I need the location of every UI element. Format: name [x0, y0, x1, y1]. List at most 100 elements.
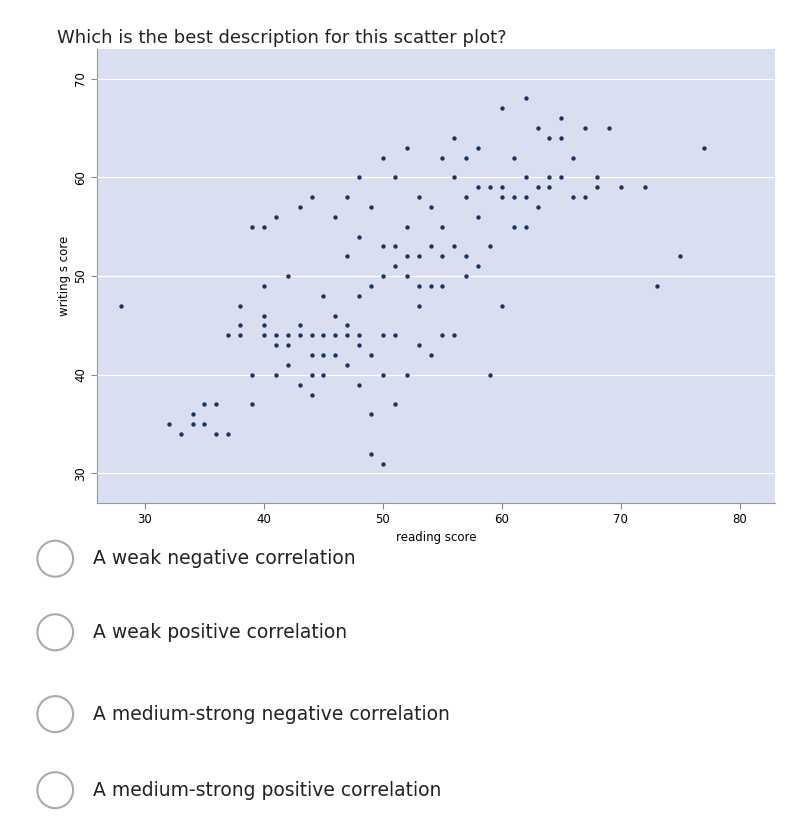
- Point: [447, 171, 460, 184]
- Point: [483, 240, 496, 253]
- Point: [245, 398, 258, 411]
- Point: [530, 200, 543, 213]
- Point: [352, 171, 365, 184]
- Point: [566, 191, 579, 204]
- Point: [316, 368, 329, 381]
- Point: [554, 111, 567, 124]
- Point: [412, 299, 425, 312]
- Point: [352, 339, 365, 352]
- Point: [198, 417, 211, 430]
- Point: [578, 191, 591, 204]
- Point: [257, 319, 270, 332]
- Point: [495, 101, 508, 115]
- Point: [293, 319, 306, 332]
- Point: [305, 388, 318, 401]
- Point: [459, 151, 472, 164]
- Point: [234, 299, 247, 312]
- Point: [673, 249, 686, 263]
- Point: [697, 142, 710, 155]
- Point: [400, 220, 413, 233]
- Point: [328, 329, 341, 342]
- Point: [364, 407, 377, 420]
- Point: [459, 269, 472, 282]
- Point: [209, 428, 222, 441]
- Point: [245, 368, 258, 381]
- Point: [162, 417, 175, 430]
- Point: [174, 428, 187, 441]
- Point: [602, 122, 615, 135]
- Point: [352, 378, 365, 391]
- Point: [352, 290, 365, 303]
- Point: [305, 348, 318, 362]
- X-axis label: reading score: reading score: [396, 531, 476, 544]
- Point: [281, 358, 294, 371]
- Point: [305, 191, 318, 204]
- Point: [447, 329, 460, 342]
- Point: [459, 191, 472, 204]
- Point: [328, 348, 341, 362]
- Point: [518, 171, 531, 184]
- Point: [495, 299, 508, 312]
- Point: [554, 132, 567, 145]
- Point: [305, 329, 318, 342]
- Point: [400, 249, 413, 263]
- Point: [281, 269, 294, 282]
- Text: A weak negative correlation: A weak negative correlation: [93, 549, 355, 569]
- Point: [578, 122, 591, 135]
- Point: [364, 348, 377, 362]
- Point: [590, 171, 603, 184]
- Text: A weak positive correlation: A weak positive correlation: [93, 622, 347, 642]
- Point: [352, 230, 365, 243]
- Point: [376, 269, 389, 282]
- Text: A medium-strong positive correlation: A medium-strong positive correlation: [93, 780, 441, 800]
- Point: [400, 368, 413, 381]
- Point: [316, 329, 329, 342]
- Point: [459, 249, 472, 263]
- Point: [412, 249, 425, 263]
- Point: [198, 398, 211, 411]
- Point: [518, 92, 531, 105]
- Point: [376, 329, 389, 342]
- Point: [257, 280, 270, 293]
- Point: [269, 368, 282, 381]
- Text: Which is the best description for this scatter plot?: Which is the best description for this s…: [57, 29, 506, 47]
- Point: [530, 122, 543, 135]
- Point: [471, 142, 484, 155]
- Point: [388, 171, 401, 184]
- Point: [245, 220, 258, 233]
- Point: [305, 368, 318, 381]
- Point: [328, 309, 341, 322]
- Point: [792, 151, 805, 164]
- Point: [543, 181, 556, 194]
- Point: [447, 132, 460, 145]
- Point: [554, 171, 567, 184]
- Point: [637, 181, 650, 194]
- Point: [518, 191, 531, 204]
- Point: [269, 329, 282, 342]
- Point: [530, 181, 543, 194]
- Point: [483, 181, 496, 194]
- Point: [186, 407, 199, 420]
- Point: [436, 280, 448, 293]
- Point: [436, 249, 448, 263]
- Point: [376, 457, 389, 470]
- Point: [412, 339, 425, 352]
- Point: [341, 329, 354, 342]
- Point: [316, 290, 329, 303]
- Y-axis label: writing s core: writing s core: [58, 236, 71, 317]
- Point: [352, 329, 365, 342]
- Point: [221, 329, 234, 342]
- Point: [293, 200, 306, 213]
- Point: [186, 417, 199, 430]
- Point: [364, 447, 377, 461]
- Point: [471, 181, 484, 194]
- Point: [281, 329, 294, 342]
- Point: [376, 368, 389, 381]
- Point: [388, 398, 401, 411]
- Point: [471, 210, 484, 223]
- Point: [495, 191, 508, 204]
- Text: A medium-strong negative correlation: A medium-strong negative correlation: [93, 704, 450, 724]
- Point: [234, 329, 247, 342]
- Point: [436, 220, 448, 233]
- Point: [376, 240, 389, 253]
